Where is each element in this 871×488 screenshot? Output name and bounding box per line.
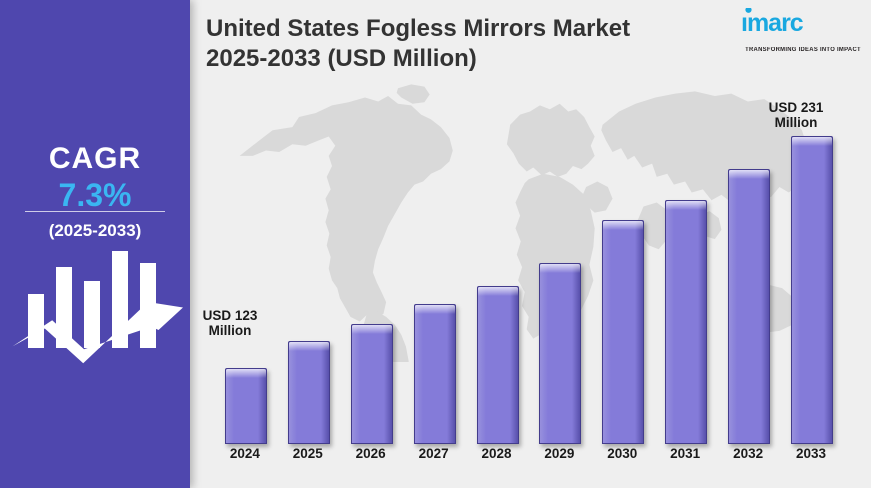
svg-text:ımarc: ımarc: [741, 9, 804, 34]
